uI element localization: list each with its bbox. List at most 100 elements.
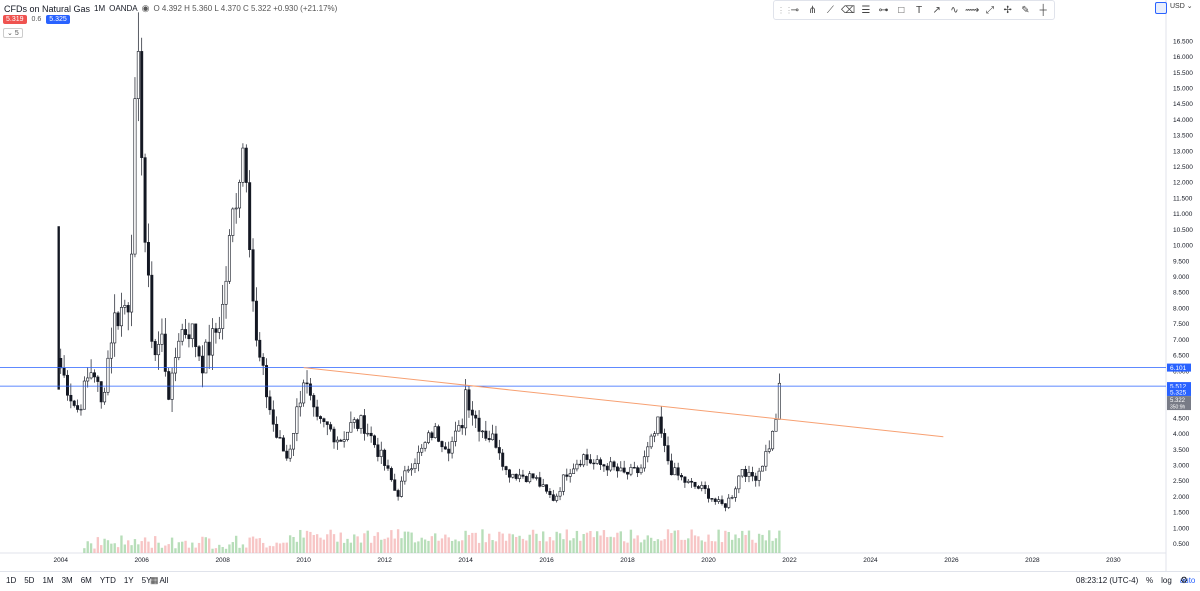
volume-bar (585, 532, 589, 553)
trend-line-icon[interactable]: ⟋ (826, 4, 834, 16)
range-3m[interactable]: 3M (61, 576, 73, 585)
volume-bar (741, 530, 744, 553)
x-tick-label: 2014 (458, 557, 473, 564)
range-1d[interactable]: 1D (6, 576, 17, 585)
volume-bar (251, 536, 255, 553)
candle-body (693, 481, 697, 487)
range-all[interactable]: All (159, 576, 169, 585)
volume-bar (687, 538, 690, 553)
candle-body (379, 449, 383, 457)
curve-icon[interactable]: ∿ (950, 4, 959, 16)
volume-bar (315, 534, 319, 553)
interval-label[interactable]: 1M (94, 4, 106, 13)
volume-bar (275, 542, 278, 553)
bid-price-button[interactable]: 5.319 (3, 15, 27, 24)
volume-bar (535, 533, 538, 553)
candle-body (258, 339, 262, 358)
volume-bar (170, 537, 174, 553)
path-icon[interactable]: ⟿ (965, 4, 980, 16)
volume-bar (353, 534, 356, 553)
calendar-icon[interactable]: ▦ (150, 575, 159, 585)
price-chart[interactable]: 0.500 1.000 1.500 2.000 2.500 3.000 3.500 4.000… (0, 0, 1200, 571)
log-toggle[interactable]: log (1161, 576, 1172, 585)
range-5y[interactable]: 5Y (141, 576, 152, 585)
volume-bar (494, 541, 498, 553)
volume-bar (450, 540, 454, 553)
volume-bar (140, 541, 143, 553)
toolbar-grip-icon[interactable]: ⋮⋮ (777, 5, 793, 15)
volume-bar (420, 537, 423, 553)
candle-body (568, 473, 572, 477)
y-tick-label: 13.000 (1173, 148, 1193, 155)
candle-body (329, 424, 333, 430)
indicator-collapse-button[interactable]: ⌄ 5 (3, 28, 23, 38)
volume-bar (89, 543, 93, 553)
volume-bar (504, 540, 508, 553)
candle-body (703, 485, 707, 490)
price-label-box (1167, 363, 1191, 372)
candle-body (315, 406, 319, 417)
ask-price-button[interactable]: 5.325 (46, 15, 70, 24)
symbol-name[interactable]: CFDs on Natural Gas (4, 3, 91, 14)
horizontal-ray-icon[interactable]: ⊸ (790, 4, 800, 16)
volume-bar (268, 545, 272, 553)
range-1y[interactable]: 1Y (123, 576, 134, 585)
eye-icon[interactable]: ◉ (141, 3, 150, 13)
volume-bar (299, 529, 302, 553)
measure-icon[interactable]: ✢ (1003, 4, 1012, 16)
candle-body (511, 473, 515, 478)
candle-body (588, 459, 592, 464)
x-tick-label: 2012 (377, 557, 392, 564)
gear-icon[interactable]: ⚙ (1180, 575, 1189, 585)
candle-body (727, 497, 731, 508)
text-icon[interactable]: T (915, 4, 923, 16)
y-tick-label: 11.000 (1173, 211, 1193, 218)
range-6m[interactable]: 6M (80, 576, 92, 585)
eraser-icon[interactable]: ⌫ (841, 4, 856, 16)
candle-body (359, 415, 363, 429)
candle-body (89, 372, 93, 379)
range-1m[interactable]: 1M (42, 576, 54, 585)
volume-bar (747, 530, 751, 553)
volume-bar (174, 548, 177, 553)
fib-retracement-icon[interactable]: ☰ (861, 4, 871, 16)
brush-icon[interactable]: ✎ (1021, 4, 1030, 16)
candle-body (700, 485, 704, 489)
currency-selector[interactable]: USD ⌄ (1170, 3, 1193, 10)
candle-body (582, 454, 586, 466)
volume-bar (545, 541, 548, 553)
fullscreen-icon[interactable] (1155, 2, 1167, 14)
volume-bar (629, 529, 633, 553)
vertical-line-icon[interactable]: ┼ (1039, 4, 1047, 16)
volume-bar (491, 540, 494, 553)
percent-toggle[interactable]: % (1146, 576, 1154, 585)
candle-body (437, 426, 441, 442)
volume-bar (245, 547, 248, 553)
current-close-box (1167, 396, 1191, 411)
volume-bar (639, 542, 643, 553)
pitchfork-icon[interactable]: ⋔ (808, 4, 817, 16)
volume-bar (653, 541, 656, 553)
candle-body (268, 396, 272, 411)
clock-readout[interactable]: 08:23:12 (UTC-4) (1076, 576, 1139, 585)
candle-body (534, 477, 538, 479)
candle-body (376, 444, 380, 457)
candle-body (244, 147, 248, 183)
range-5d[interactable]: 5D (24, 576, 35, 585)
drawing-toolbar: ⋮⋮ ⊸ ⋔ ⟋ ⌫ ☰ ⊶ □ T ↗ ∿ ⟿ ⤢ ✢ ✎ ┼ (773, 0, 1055, 20)
forecast-icon[interactable]: ⤢ (985, 4, 994, 16)
volume-bar (592, 537, 595, 553)
volume-bar (703, 541, 707, 553)
range-ytd[interactable]: YTD (99, 576, 116, 585)
volume-bar (558, 533, 562, 553)
volume-bar (322, 539, 326, 553)
candle-body (62, 367, 66, 376)
x-tick-label: 2018 (620, 557, 635, 564)
candle-body (464, 389, 468, 429)
rectangle-icon[interactable]: □ (898, 4, 905, 16)
volume-bar (636, 535, 639, 553)
arrow-up-icon[interactable]: ↗ (932, 4, 941, 16)
auto-toggle[interactable]: auto (1179, 576, 1196, 585)
volume-bars (83, 529, 781, 553)
horizontal-line-icon[interactable]: ⊶ (878, 4, 889, 16)
